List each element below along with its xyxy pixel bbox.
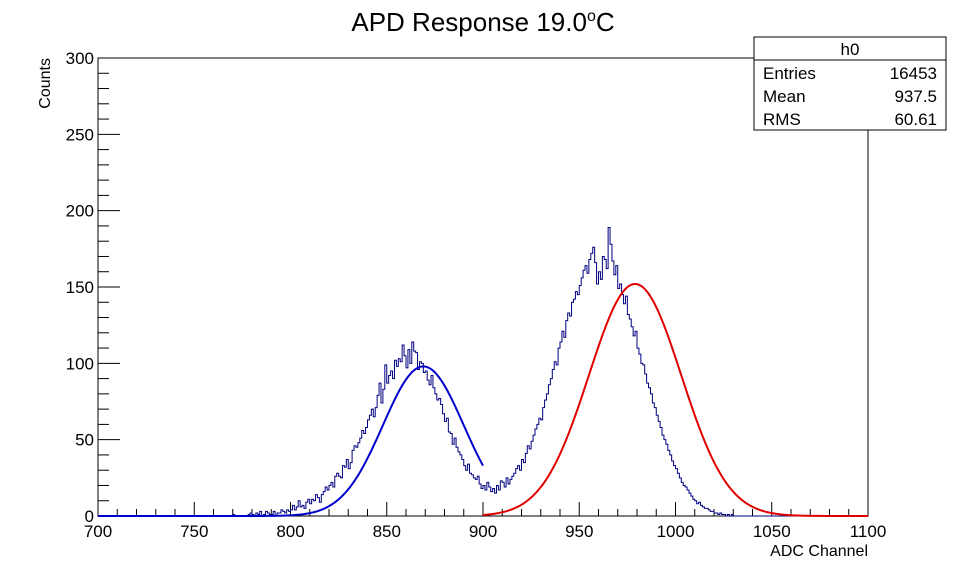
y-tick-label: 300 [66, 49, 94, 68]
stats-entries-value: 16453 [890, 64, 937, 83]
x-tick-label: 1100 [850, 522, 887, 541]
x-tick-label: 700 [84, 522, 112, 541]
y-tick-label: 200 [66, 202, 94, 221]
x-tick-labels: 700 750 800 850 900 950 1000 1050 1100 [84, 522, 886, 541]
axis-ticks [97, 57, 869, 517]
y-tick-label: 250 [66, 125, 94, 144]
y-tick-label: 0 [85, 507, 94, 526]
chart-title-superscript: o [587, 8, 596, 25]
stats-entries-label: Entries [763, 64, 816, 83]
chart-title: APD Response 19.0oC [351, 7, 614, 37]
fit-curve-right [482, 282, 868, 517]
x-tick-label: 850 [373, 522, 401, 541]
y-tick-label: 100 [66, 354, 94, 373]
x-tick-label: 800 [276, 522, 304, 541]
y-tick-label: 150 [66, 278, 94, 297]
stats-mean-label: Mean [763, 87, 806, 106]
stats-mean-value: 937.5 [894, 87, 937, 106]
x-tick-label: 1050 [753, 522, 791, 541]
stats-box: h0 Entries 16453 Mean 937.5 RMS 60.61 [753, 36, 947, 131]
y-tick-labels: 0 50 100 150 200 250 300 [66, 49, 94, 526]
chart-title-main: APD Response 19.0 [351, 7, 587, 37]
x-tick-label: 900 [469, 522, 497, 541]
fit-curve-left [98, 365, 484, 517]
x-tick-label: 950 [565, 522, 593, 541]
x-tick-label: 1000 [657, 522, 695, 541]
y-axis-label: Counts [37, 58, 54, 109]
x-tick-label: 750 [180, 522, 208, 541]
histogram-series [98, 226, 836, 517]
y-tick-label: 50 [75, 431, 94, 450]
stats-rms-label: RMS [763, 110, 801, 129]
stats-box-frame [753, 36, 947, 131]
x-axis-label: ADC Channel [770, 543, 868, 560]
stats-box-title: h0 [841, 40, 860, 59]
plot-frame [97, 57, 869, 517]
chart-title-unit: C [596, 7, 615, 37]
stats-rms-value: 60.61 [894, 110, 937, 129]
